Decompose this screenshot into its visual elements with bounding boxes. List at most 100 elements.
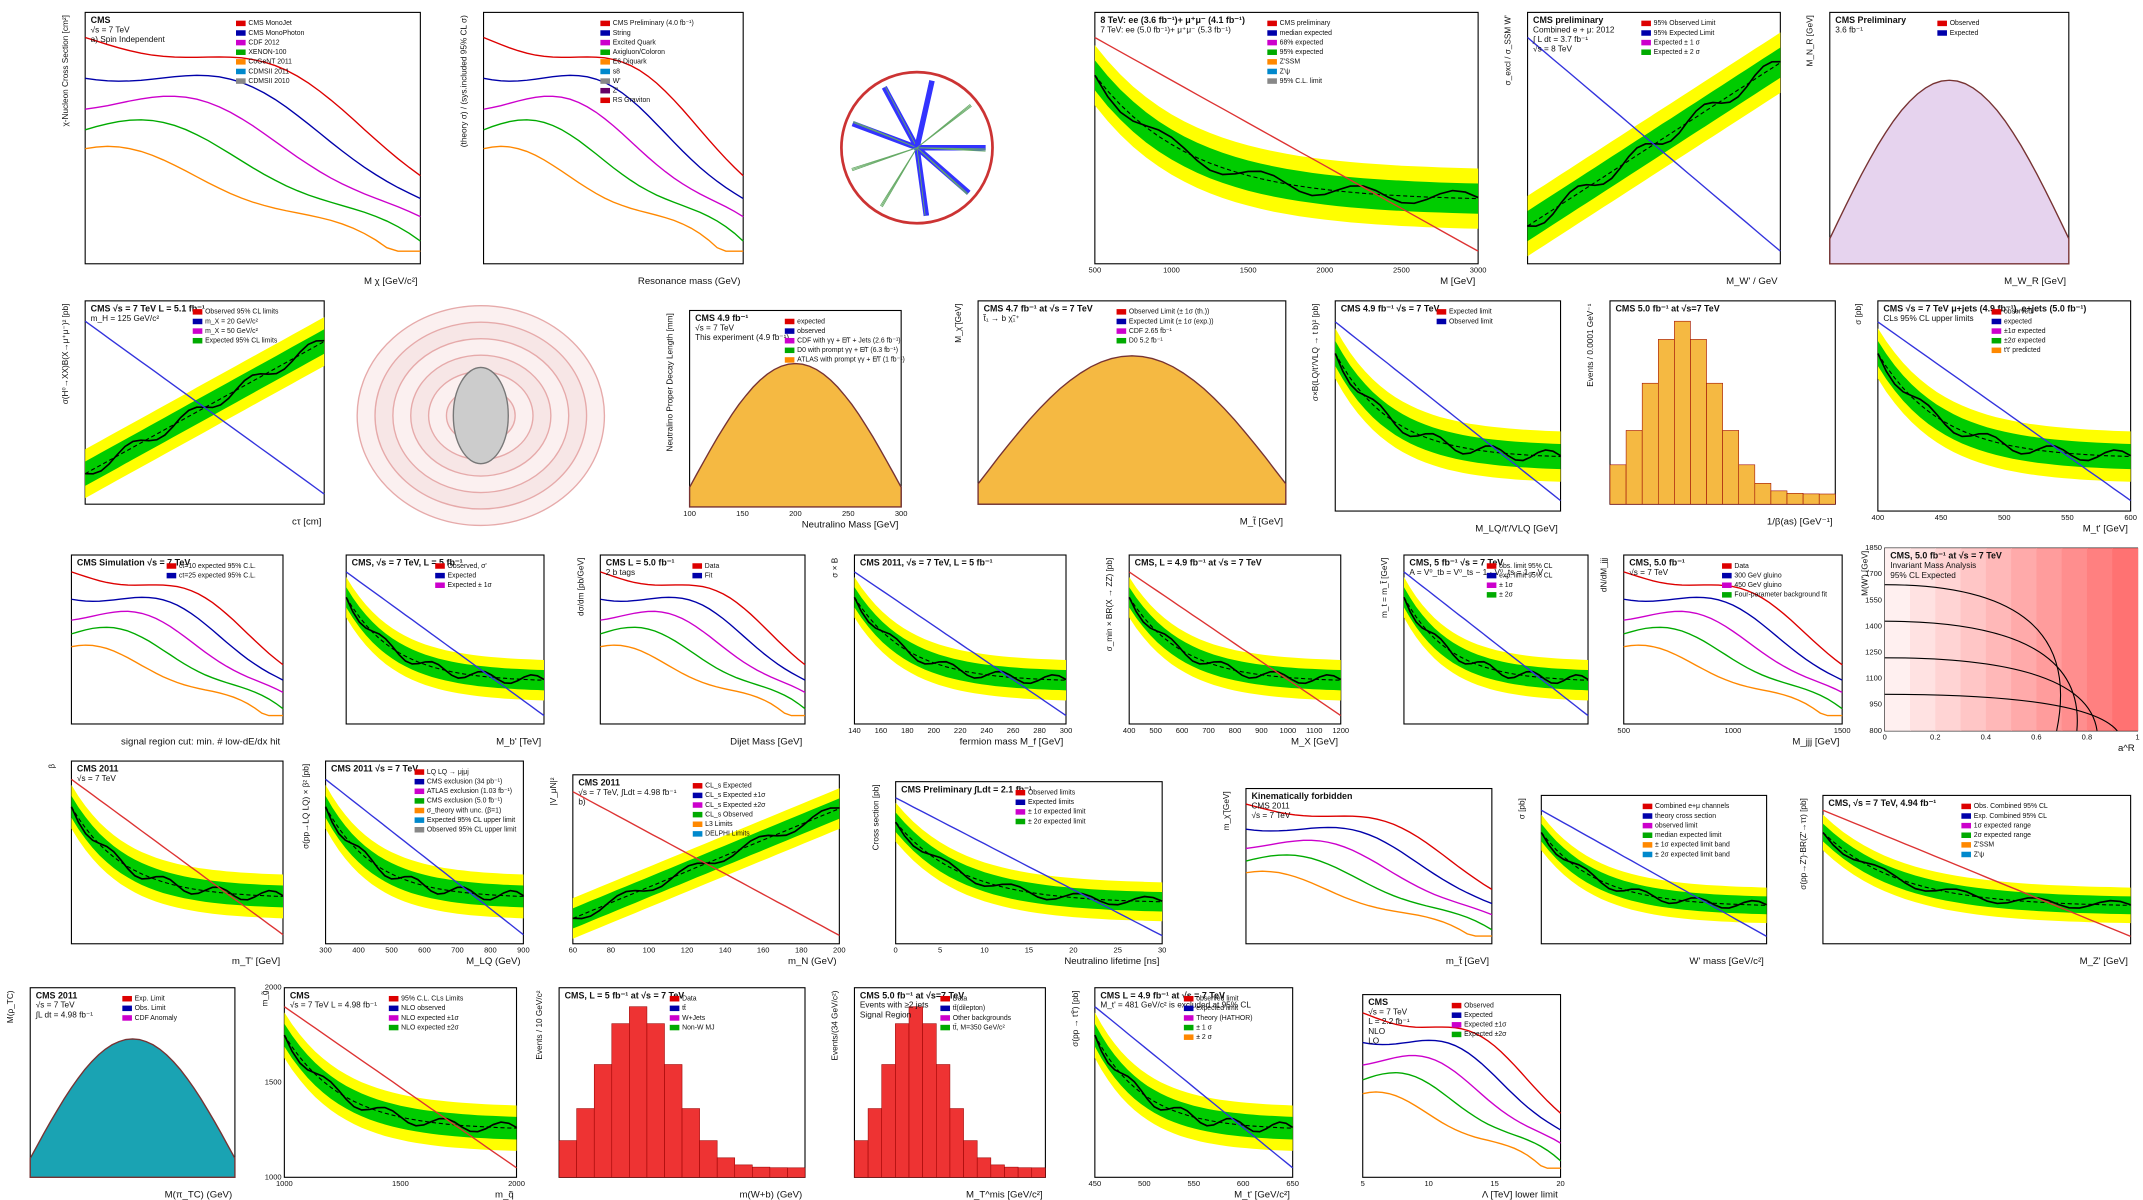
x-axis-label: M_W' / GeV bbox=[1726, 276, 1778, 287]
legend-swatch bbox=[166, 572, 177, 579]
x-tick-label: 600 bbox=[1176, 726, 1189, 735]
legend-swatch bbox=[1722, 572, 1732, 579]
legend-entry: obs. limit 95% CL bbox=[1499, 563, 1553, 570]
x-tick-label: 140 bbox=[719, 946, 732, 955]
legend-swatch bbox=[1451, 1022, 1462, 1028]
x-tick-label: 1100 bbox=[1306, 726, 1322, 735]
legend-swatch bbox=[940, 1005, 950, 1012]
observed-line bbox=[70, 806, 284, 901]
x-axis-label: m_q̃ bbox=[495, 1190, 514, 1200]
legend-swatch bbox=[669, 1015, 680, 1021]
x-axis-label: M_t' [GeV] bbox=[2083, 523, 2128, 534]
legend-entry: CL_s Expected ±1σ bbox=[705, 792, 766, 799]
legend-swatch bbox=[1183, 1024, 1194, 1031]
x-axis-label: W' mass [GeV/c²] bbox=[1689, 956, 1763, 967]
legend-swatch bbox=[414, 827, 425, 833]
hist-bar bbox=[1802, 493, 1820, 505]
legend-entry: 1σ expected range bbox=[1974, 822, 2031, 829]
x-axis-label: M [GeV] bbox=[1440, 276, 1475, 287]
x-axis-label: m_t̃ [GeV] bbox=[1446, 956, 1489, 967]
curve bbox=[600, 610, 806, 693]
plot-tile: CMS 5.0 fb⁻¹ at √s=7 TeV 1/β(as) [GeV⁻¹] E… bbox=[1586, 300, 1836, 528]
hist-bar bbox=[681, 1108, 700, 1178]
legend-entry: Obs. Limit bbox=[135, 1005, 166, 1012]
x-tick-label: 900 bbox=[517, 946, 530, 955]
annotation: CMS bbox=[1368, 997, 1388, 1007]
legend-entry: Other backgrounds bbox=[953, 1015, 1012, 1022]
x-tick-label: 60 bbox=[569, 946, 577, 955]
legend-swatch bbox=[1116, 309, 1127, 315]
legend-swatch bbox=[600, 49, 610, 55]
x-tick-label: 30 bbox=[1158, 946, 1166, 955]
legend-entry: Combined e+μ channels bbox=[1655, 803, 1730, 810]
curve bbox=[1245, 803, 1493, 890]
hist-bar bbox=[963, 1140, 978, 1178]
x-tick-label: 160 bbox=[875, 726, 888, 735]
x-tick-label: 2500 bbox=[1393, 266, 1410, 275]
legend-entry: 450 GeV gluino bbox=[1734, 582, 1781, 589]
legend-entry: CMS MonoPhoton bbox=[248, 30, 304, 37]
legend-swatch bbox=[122, 1005, 132, 1012]
x-tick-label: 500 bbox=[1089, 266, 1102, 275]
excluded-region bbox=[688, 362, 902, 508]
theory-line bbox=[895, 797, 1163, 937]
legend-entry: 95% Expected Limit bbox=[1654, 30, 1715, 37]
legend-swatch bbox=[1451, 1031, 1462, 1038]
annotation: CMS 4.7 fb⁻¹ at √s = 7 TeV bbox=[984, 303, 1093, 313]
legend-entry: CL_s Expected ±2σ bbox=[705, 802, 766, 809]
legend-entry: CDF with γγ + E̸T + Jets (2.6 fb⁻¹) bbox=[797, 337, 900, 345]
y-axis-label: m_g̃ bbox=[260, 990, 269, 1006]
track bbox=[914, 80, 935, 149]
curve bbox=[1362, 1091, 1561, 1169]
x-tick-label: 80 bbox=[607, 946, 615, 955]
legend-swatch bbox=[388, 1015, 399, 1021]
x-tick-label: 500 bbox=[1138, 1179, 1151, 1188]
legend-entry: ct=10 expected 95% C.L. bbox=[179, 563, 256, 570]
curve bbox=[1623, 626, 1843, 710]
annotation: √s = 7 TeV bbox=[1251, 811, 1290, 820]
observed-line bbox=[1094, 74, 1479, 205]
expected-line bbox=[84, 341, 325, 475]
plot-frame bbox=[599, 554, 806, 725]
legend-entry: observed bbox=[2004, 309, 2032, 316]
legend-swatch bbox=[940, 1024, 950, 1031]
curve bbox=[1245, 826, 1493, 905]
annotation: CMS 2011 √s = 7 TeV bbox=[331, 764, 418, 774]
plot-tile: CMS√s = 7 TeV L = 4.98 fb⁻¹ 95% C.L. CLs … bbox=[260, 983, 525, 1200]
legend-entry: Observed 95% CL limits bbox=[205, 309, 279, 316]
curve bbox=[84, 36, 421, 177]
legend-entry: observed bbox=[797, 328, 825, 335]
hist-bar bbox=[593, 1064, 613, 1178]
legend-entry: CMS exclusion (5.0 fb⁻¹) bbox=[427, 798, 502, 805]
x-axis-label: m_T' [GeV] bbox=[232, 956, 280, 967]
x-tick-label: 500 bbox=[1998, 513, 2011, 522]
plot-tile: 8 TeV: ee (3.6 fb⁻¹)+ μ⁺μ⁻ (4.1 fb⁻¹)7 T… bbox=[1089, 11, 1487, 287]
legend-entry: Observed bbox=[1464, 1002, 1494, 1009]
x-tick-label: 3000 bbox=[1470, 266, 1487, 275]
legend-swatch bbox=[1991, 328, 2002, 334]
legend-entry: Z'ψ bbox=[1974, 851, 1984, 858]
x-tick-label: 0.4 bbox=[1981, 733, 1992, 742]
plot-frame bbox=[84, 11, 421, 265]
annotation: L = 2.2 fb⁻¹ bbox=[1368, 1017, 1410, 1026]
annotation: CMS Simulation √s = 7 TeV bbox=[77, 558, 190, 568]
curve bbox=[1245, 839, 1493, 916]
expected-line bbox=[70, 806, 283, 897]
y-axis-label: χ-Nucleon Cross Section [cm²] bbox=[61, 15, 70, 126]
legend-swatch bbox=[414, 769, 425, 775]
y-axis-label: σ×B(LQ/t'/VLQ → t b)² [pb] bbox=[1311, 304, 1320, 402]
y-axis-label: dσ/dm [pb/GeV] bbox=[576, 558, 585, 616]
annotation: √s = 7 TeV bbox=[695, 324, 734, 333]
annotation: √s = 7 TeV bbox=[77, 774, 116, 783]
legend-entry: Theory (HATHOR) bbox=[1196, 1015, 1252, 1022]
legend-swatch bbox=[435, 572, 445, 579]
legend-swatch bbox=[1641, 20, 1651, 27]
x-axis-label: Neutralino Mass [GeV] bbox=[802, 519, 899, 530]
annotation: CMS L = 5.0 fb⁻¹ bbox=[606, 558, 675, 568]
y-tick-label: 1250 bbox=[1865, 648, 1882, 657]
legend-swatch bbox=[1722, 582, 1732, 588]
x-tick-label: 180 bbox=[795, 946, 808, 955]
